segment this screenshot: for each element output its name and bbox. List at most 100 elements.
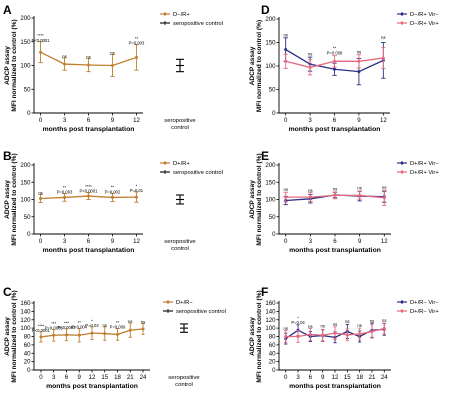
x-tick-label: 12 [133, 238, 140, 245]
x-tick-label: 9 [357, 117, 361, 124]
y-axis-title: ADCP assayMFI normalized to control (%) [4, 290, 18, 382]
significance-label: P=0.003 [57, 190, 73, 195]
legend-label: D+/R− Vir+ [410, 309, 439, 315]
data-point [308, 65, 312, 69]
y-axis-title-line: MFI normalized to control (%) [256, 290, 263, 382]
significance-label: ns [308, 188, 312, 193]
data-point [345, 333, 349, 337]
legend-swatch-dot [166, 300, 170, 304]
x-tick-label: 9 [358, 238, 362, 245]
y-tick-label: 160 [265, 300, 276, 307]
y-tick-label: 200 [20, 15, 31, 22]
x-tick-label: 6 [333, 238, 337, 245]
y-tick-label: 150 [265, 40, 276, 47]
y-tick-label: 50 [269, 87, 276, 94]
control-label: seropositive [168, 375, 200, 381]
significance-label: ns [357, 323, 361, 328]
significance-label: **** [85, 184, 92, 189]
panel-label: A [3, 3, 12, 17]
y-axis-title-line: MFI normalized to control (%) [256, 20, 263, 112]
legend-label: seropositive control [173, 170, 223, 176]
y-tick-label: 0 [272, 110, 276, 117]
significance-label: P<0.0001 [32, 328, 51, 333]
y-tick-label: 20 [269, 359, 276, 366]
significance-label: **** [38, 323, 45, 328]
data-point [87, 194, 90, 198]
data-point [357, 70, 361, 74]
legend-label: D+/R+ Vir− [410, 161, 439, 167]
legend: D−/R+ seropositive control [160, 12, 223, 27]
significance-label: ns [308, 324, 312, 329]
data-point [87, 63, 90, 67]
x-axis-title: months post transplantation [289, 126, 381, 133]
significance-label: ** [135, 36, 139, 41]
x-axis-title: months post transplantation [43, 247, 135, 254]
x-tick-label: 0 [39, 238, 43, 245]
data-point [296, 335, 300, 338]
y-tick-label: 140 [20, 308, 31, 315]
y-tick-label: 100 [265, 197, 276, 204]
data-point [358, 193, 362, 197]
data-point [134, 55, 138, 59]
y-tick-label: 0 [27, 110, 31, 117]
x-tick-label: 12 [133, 117, 140, 124]
legend-label: D−/R+ Vir+ [410, 21, 439, 27]
y-tick-label: 200 [265, 162, 276, 169]
data-point [103, 332, 107, 336]
significance-label: ns [357, 49, 361, 54]
legend: D+/R− Vir− D+/R− Vir+ [397, 300, 439, 315]
legend-swatch-dot [400, 309, 404, 313]
y-tick-label: 0 [27, 231, 31, 238]
significance-label: ** [111, 185, 115, 190]
significance-label: ** [63, 185, 67, 190]
panel-label: C [3, 285, 12, 299]
x-axis-title: months post transplantation [46, 383, 138, 390]
x-axis-title: months post transplantation [43, 126, 135, 133]
y-axis-title-line: ADCP assay [249, 317, 256, 356]
y-tick-label: 50 [24, 86, 31, 93]
x-tick-label: 6 [65, 374, 69, 381]
data-point [39, 196, 43, 200]
y-tick-label: 40 [269, 350, 276, 357]
data-point [64, 333, 68, 337]
x-tick-label: 3 [63, 238, 67, 245]
legend-label: seropositive control [173, 21, 223, 27]
y-axis-title: ADCP assayMFI normalized to control (%) [249, 290, 263, 382]
significance-label: ns [382, 185, 386, 190]
x-tick-label: 9 [111, 117, 115, 124]
y-tick-label: 160 [20, 300, 31, 307]
significance-label: ns [345, 319, 349, 324]
control-label: seropositive [164, 118, 196, 124]
data-point [52, 333, 56, 337]
significance-label: ns [320, 324, 324, 329]
y-axis-title-line: MFI normalized to control (%) [256, 153, 263, 245]
y-tick-label: 200 [20, 162, 31, 169]
control-label: control [171, 246, 189, 252]
y-tick-label: 120 [265, 317, 276, 324]
data-point [308, 195, 312, 199]
y-tick-label: 0 [272, 367, 276, 374]
y-tick-label: 100 [20, 63, 31, 70]
x-tick-label: 24 [381, 374, 388, 381]
panel-a: A ADCP assayMFI normalized to control (%)… [3, 3, 223, 133]
significance-label: ns [103, 323, 107, 328]
significance-label: ns [357, 185, 361, 190]
significance-label: P=0.0005 [45, 325, 64, 330]
series-2 [283, 189, 387, 206]
control-label: control [175, 382, 193, 388]
series-2 [284, 322, 386, 343]
y-axis-title-line: ADCP assay [4, 317, 11, 356]
legend-swatch-dot [163, 12, 167, 16]
data-point [284, 335, 288, 338]
significance-label: * [297, 315, 299, 320]
significance-label: ns [370, 318, 374, 323]
data-point [382, 196, 386, 200]
panel-label: F [261, 285, 268, 299]
x-tick-label: 9 [111, 238, 115, 245]
control-marker [176, 194, 184, 205]
x-tick-label: 15 [101, 374, 108, 381]
data-point [77, 333, 81, 337]
significance-label: ns [284, 326, 288, 331]
